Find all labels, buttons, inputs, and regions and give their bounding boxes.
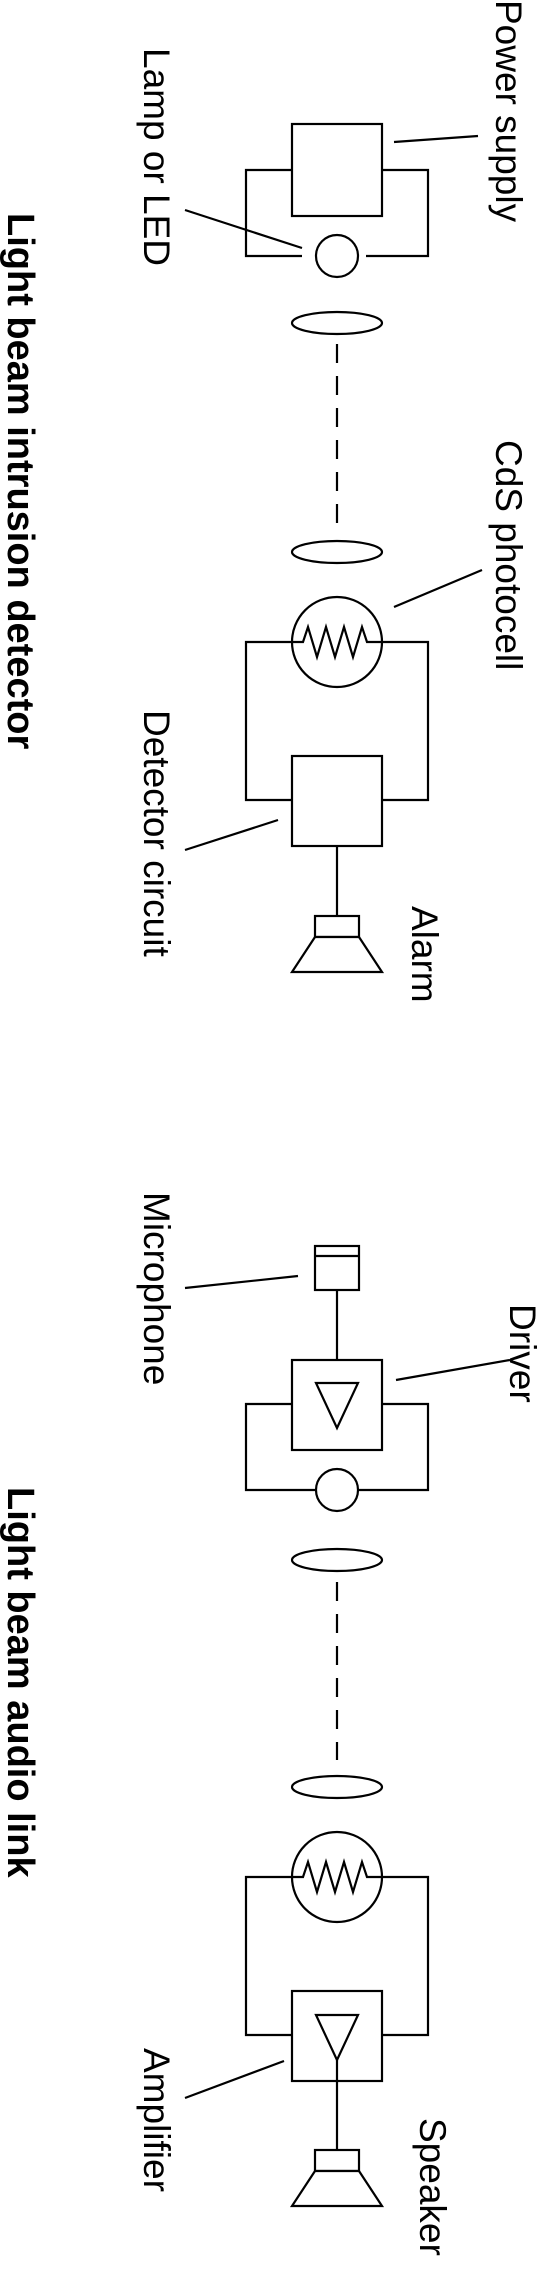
driver-loop — [244, 1402, 430, 1492]
alarm-label: Alarm — [404, 906, 445, 1003]
intrusion-detector-title: Light beam intrusion detector — [0, 213, 41, 749]
alarm-icon — [289, 914, 385, 974]
amplifier-loop — [244, 1875, 430, 2037]
cds-photocell-label: CdS photocell — [488, 440, 529, 670]
speaker-icon — [289, 2148, 385, 2208]
intrusion-detector-diagram: Power supply Lamp or LED CdS photocell D… — [0, 0, 529, 1003]
lens-icon — [290, 310, 384, 336]
lens-icon — [290, 539, 384, 565]
cds-photocell-icon — [290, 595, 384, 689]
detector-circuit — [290, 754, 384, 848]
driver — [290, 1358, 384, 1452]
amplifier-leader — [184, 2059, 285, 2100]
lens-icon — [290, 1547, 384, 1573]
detector-loop — [244, 640, 430, 802]
lamp-leader — [184, 208, 303, 250]
power-supply-leader — [393, 134, 479, 144]
lamp-icon — [314, 1467, 360, 1513]
amplifier-label: Amplifier — [136, 2048, 177, 2192]
microphone-leader — [184, 1274, 299, 1290]
detector-circuit-label: Detector circuit — [136, 710, 177, 957]
speaker-label: Speaker — [412, 2118, 453, 2256]
microphone-icon — [313, 1244, 361, 1292]
audio-link-title: Light beam audio link — [0, 1487, 41, 1878]
audio-link-diagram: Microphone Driver Amplifier Speaker Ligh… — [0, 1192, 543, 2256]
cds-photocell-leader — [393, 568, 483, 609]
lens-icon — [290, 1774, 384, 1800]
amplifier-triangle-icon — [314, 2013, 360, 2063]
detector-circuit-leader — [184, 818, 279, 852]
lamp-icon — [314, 233, 360, 279]
driver-triangle-icon — [314, 1381, 360, 1431]
microphone-label: Microphone — [136, 1192, 177, 1385]
power-supply-label: Power supply — [488, 0, 529, 223]
driver-leader — [395, 1358, 511, 1382]
power-supply — [244, 122, 430, 258]
lamp-label: Lamp or LED — [136, 48, 177, 266]
cds-photocell-icon — [290, 1830, 384, 1924]
driver-label: Driver — [502, 1304, 543, 1403]
